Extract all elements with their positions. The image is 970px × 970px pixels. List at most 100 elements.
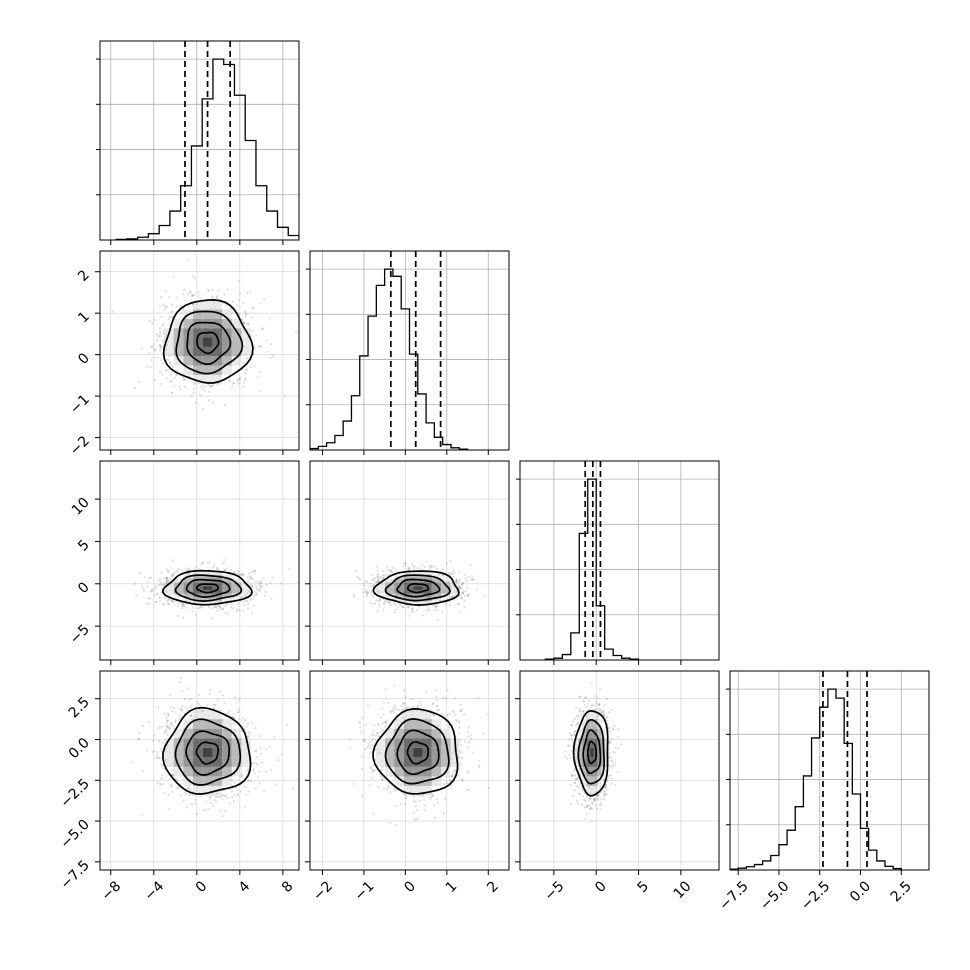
scatter-point xyxy=(205,704,208,707)
scatter-point xyxy=(179,794,183,797)
scatter-point xyxy=(150,346,153,349)
scatter-point xyxy=(242,593,246,597)
scatter-point xyxy=(186,569,190,572)
density-cell xyxy=(193,785,203,796)
scatter-point xyxy=(573,788,576,792)
density-cell xyxy=(193,601,203,606)
scatter-point xyxy=(467,771,470,774)
density-cell xyxy=(394,738,404,748)
scatter-point xyxy=(244,310,247,313)
scatter-point xyxy=(586,795,589,798)
scatter-point xyxy=(237,708,241,711)
scatter-point xyxy=(426,605,429,608)
scatter-point xyxy=(467,731,470,734)
scatter-point xyxy=(251,762,254,765)
scatter-point xyxy=(571,774,574,777)
scatter-point xyxy=(599,709,602,712)
scatter-point xyxy=(156,781,159,784)
scatter-point xyxy=(268,745,271,748)
scatter-point xyxy=(482,732,485,735)
scatter-point xyxy=(390,569,393,572)
scatter-point xyxy=(448,571,451,575)
scatter-point xyxy=(387,573,390,576)
density-cell xyxy=(164,586,174,590)
scatter-point xyxy=(616,728,620,731)
scatter-point xyxy=(588,804,591,807)
scatter-point xyxy=(608,730,611,733)
scatter-point xyxy=(381,776,385,779)
scatter-point xyxy=(401,702,405,705)
scatter-point xyxy=(155,592,159,595)
density-cell xyxy=(441,589,451,594)
scatter-point xyxy=(372,583,375,586)
scatter-point xyxy=(372,577,376,580)
density-cell xyxy=(578,747,583,758)
scatter-point xyxy=(369,585,373,588)
scatter-point xyxy=(219,690,222,694)
density-cell xyxy=(385,728,395,739)
scatter-point xyxy=(279,582,283,585)
scatter-point xyxy=(459,586,462,589)
scatter-point xyxy=(449,559,452,563)
scatter-point xyxy=(369,766,372,769)
scatter-point xyxy=(153,750,156,753)
scatter-point xyxy=(178,385,181,388)
scatter-point xyxy=(174,777,177,780)
scatter-point xyxy=(445,713,449,717)
scatter-point xyxy=(253,570,256,573)
pair-panel-1-2 xyxy=(309,460,510,661)
scatter-point xyxy=(195,812,199,816)
scatter-point xyxy=(249,577,252,580)
scatter-point xyxy=(570,734,573,737)
scatter-point xyxy=(466,788,469,791)
scatter-point xyxy=(408,614,411,617)
contour-line xyxy=(406,583,430,594)
scatter-point xyxy=(177,568,180,571)
scatter-point xyxy=(251,721,254,724)
density-cell xyxy=(173,589,184,594)
density-cell xyxy=(212,328,223,338)
scatter-point xyxy=(157,756,160,759)
scatter-point xyxy=(433,804,436,807)
scatter-point xyxy=(257,580,260,583)
scatter-point xyxy=(588,797,592,800)
scatter-point xyxy=(237,378,240,381)
scatter-point xyxy=(387,701,390,705)
density-cell xyxy=(202,597,213,602)
scatter-point xyxy=(164,289,167,293)
scatter-point xyxy=(165,358,169,361)
scatter-point xyxy=(242,322,245,325)
scatter-point xyxy=(166,600,169,603)
contour-line xyxy=(372,708,459,795)
density-cell xyxy=(403,747,414,758)
density-cell xyxy=(441,586,451,590)
scatter-point xyxy=(570,738,573,742)
scatter-point xyxy=(208,795,211,799)
scatter-point xyxy=(252,769,255,772)
scatter-point xyxy=(574,781,577,784)
density-cell xyxy=(413,785,423,796)
scatter-point xyxy=(213,703,216,706)
scatter-point xyxy=(379,731,382,734)
scatter-point xyxy=(153,356,156,359)
contour-line xyxy=(384,574,451,602)
scatter-point xyxy=(223,293,226,296)
scatter-point xyxy=(403,802,406,805)
scatter-point xyxy=(160,748,163,751)
density-cell xyxy=(590,776,594,786)
scatter-point xyxy=(157,334,160,337)
scatter-point xyxy=(182,603,185,607)
scatter-point xyxy=(394,568,397,571)
pair-panel-2-3 xyxy=(519,670,720,871)
scatter-point xyxy=(223,569,226,572)
scatter-point xyxy=(416,704,419,707)
scatter-point xyxy=(141,347,144,350)
scatter-point xyxy=(163,712,167,715)
scatter-point xyxy=(167,597,171,601)
scatter-point xyxy=(185,606,188,609)
scatter-point xyxy=(243,573,246,576)
scatter-point xyxy=(170,784,173,787)
scatter-point xyxy=(208,692,211,696)
density-cell xyxy=(193,328,203,338)
density-cell xyxy=(164,346,174,357)
